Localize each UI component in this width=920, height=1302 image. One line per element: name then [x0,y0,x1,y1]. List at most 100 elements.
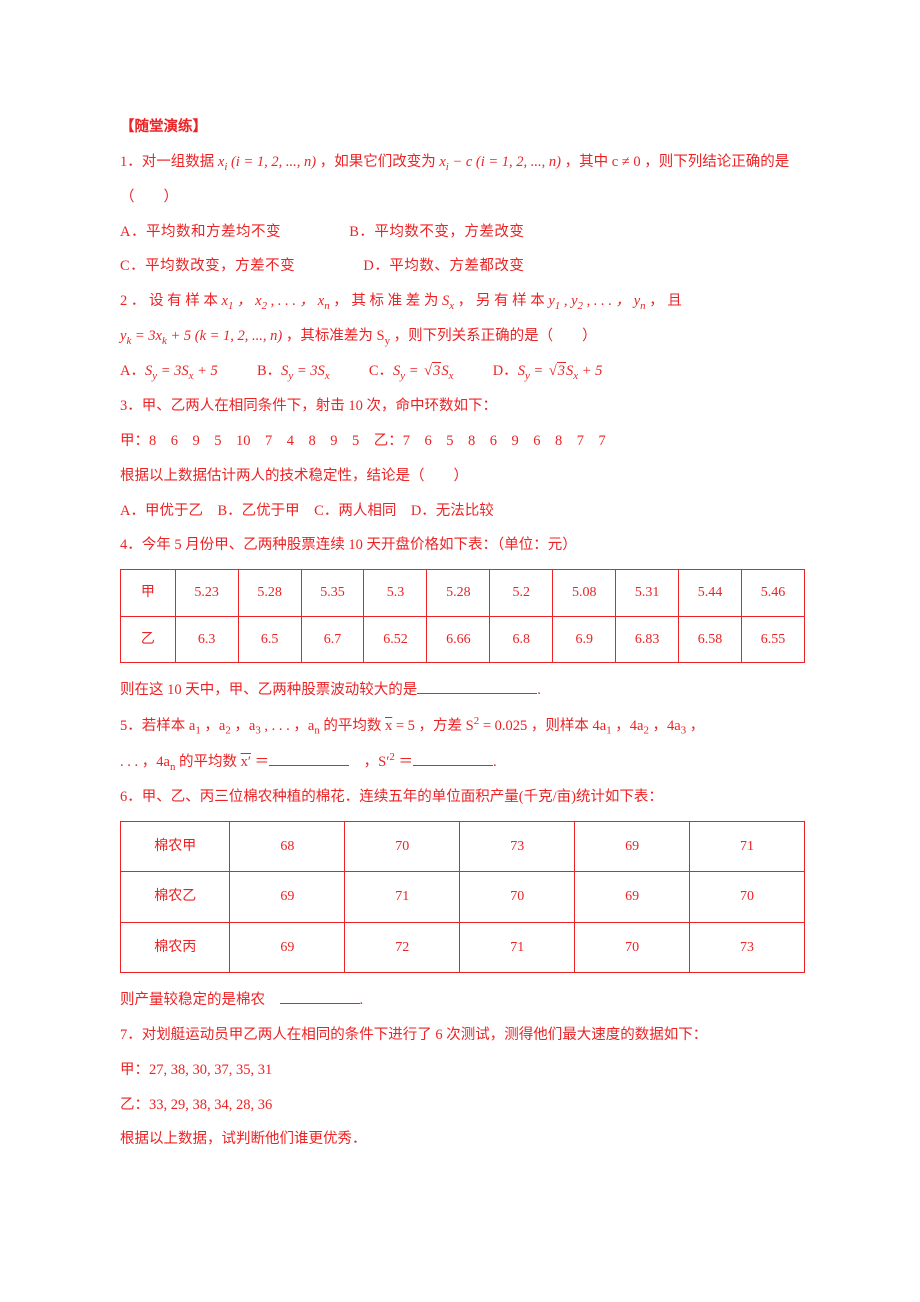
q2-d-pre: D． [493,363,518,379]
table-cell: 71 [345,872,460,923]
q7-l1: 7．对划艇运动员甲乙两人在相同的条件下进行了 6 次测试，测得他们最大速度的数据… [120,1018,805,1053]
page-content: 【随堂演练】 1．对一组数据 xi (i = 1, 2, ..., n) ，如果… [0,0,920,1197]
q1-opts-row1: A．平均数和方差均不变 B．平均数不变，方差改变 [120,215,805,250]
q6-table: 棉农甲6870736971棉农乙6971706970棉农丙6972717073 [120,821,805,974]
q2-c-pre: C． [369,363,393,379]
q6-stem: 6．甲、乙、丙三位棉农种植的棉花．连续五年的单位面积产量(千克/亩)统计如下表： [120,780,805,815]
q2-a-pre: A． [120,363,145,379]
table-cell: 棉农丙 [121,922,230,973]
table-cell: 5.28 [238,570,301,617]
q4-blank [417,679,537,695]
q3-opts: A．甲优于乙 B．乙优于甲 C．两人相同 D．无法比较 [120,494,805,529]
table-cell: 6.5 [238,616,301,663]
table-cell: 甲 [121,570,176,617]
q2-line2: yk = 3xk + 5 (k = 1, 2, ..., n) ，其标准差为 S… [120,319,805,354]
q6-tail: 则产量较稳定的是棉农 . [120,983,805,1018]
table-cell: 69 [575,872,690,923]
table-cell: 69 [230,922,345,973]
q1-stem: 1．对一组数据 xi (i = 1, 2, ..., n) ，如果它们改变为 x… [120,145,805,215]
table-cell: 69 [230,872,345,923]
q1-opts-row2: C．平均数改变，方差不变 D．平均数、方差都改变 [120,249,805,284]
q3-l1: 3．甲、乙两人在相同条件下，射击 10 次，命中环数如下： [120,389,805,424]
q6-tail-post: . [360,992,364,1008]
q2-c-expr: Sy = 3Sx [393,363,453,379]
table-cell: 5.44 [679,570,742,617]
q5-p2-mid: ，S′2 ＝ [349,754,413,770]
q3-l2: 甲：8 6 9 5 10 7 4 8 9 5 乙：7 6 5 8 6 9 6 8… [120,424,805,459]
table-cell: 70 [345,821,460,872]
q1-opt-b: B．平均数不变，方差改变 [349,215,524,250]
table-cell: 5.2 [490,570,553,617]
q5-p2-post: . [493,754,497,770]
table-cell: 棉农甲 [121,821,230,872]
q6-blank [280,989,360,1005]
table-cell: 6.58 [679,616,742,663]
q4-tail-pre: 则在这 10 天中，甲、乙两种股票波动较大的是 [120,682,417,698]
table-cell: 5.3 [364,570,427,617]
q2-l1-mid: ， 其 标 准 差 为 [330,293,442,309]
table-cell: 5.46 [742,570,805,617]
q2-opts: A．Sy = 3Sx + 5 B．Sy = 3Sx C．Sy = 3Sx D．S… [120,354,805,389]
q2-a-expr: Sy = 3Sx + 5 [145,363,218,379]
table-cell: 70 [460,872,575,923]
q2-line1: 2 ． 设 有 样 本 x1 ， x2 , . . . ， xn ， 其 标 准… [120,284,805,319]
q4-tail-post: . [537,682,541,698]
q5-p2-pre: . . . ，4an 的平均数 x′ ＝ [120,754,269,770]
table-cell: 6.83 [616,616,679,663]
table-cell: 棉农乙 [121,872,230,923]
table-cell: 6.66 [427,616,490,663]
q3-l3: 根据以上数据估计两人的技术稳定性，结论是（ ） [120,459,805,494]
q5-blank1 [269,750,349,766]
q1-opt-c: C．平均数改变，方差不变 [120,249,295,284]
q1-expr1: xi (i = 1, 2, ..., n) [218,154,316,170]
table-cell: 72 [345,922,460,973]
q2-d-expr: Sy = 3Sx + 5 [518,363,603,379]
table-row: 棉农丙6972717073 [121,922,805,973]
q7-l3: 乙：33, 29, 38, 34, 28, 36 [120,1088,805,1123]
table-cell: 6.3 [175,616,238,663]
table-cell: 71 [460,922,575,973]
table-cell: 乙 [121,616,176,663]
q2-b-pre: B． [257,363,281,379]
q1-opt-a: A．平均数和方差均不变 [120,215,281,250]
table-cell: 6.7 [301,616,364,663]
q1-opt-d: D．平均数、方差都改变 [363,249,524,284]
table-cell: 69 [575,821,690,872]
q2-l1-sx: Sx [442,293,454,309]
q5-p2: . . . ，4an 的平均数 x′ ＝ ，S′2 ＝. [120,744,805,780]
table-cell: 5.08 [553,570,616,617]
table-cell: 6.8 [490,616,553,663]
q4-tail: 则在这 10 天中，甲、乙两种股票波动较大的是. [120,673,805,708]
table-cell: 6.9 [553,616,616,663]
q1-pre: 1．对一组数据 [120,154,218,170]
q4-stem: 4．今年 5 月份甲、乙两种股票连续 10 天开盘价格如下表：（单位：元） [120,528,805,563]
table-row: 棉农甲6870736971 [121,821,805,872]
q6-tail-pre: 则产量较稳定的是棉农 [120,992,280,1008]
table-cell: 6.55 [742,616,805,663]
table-cell: 6.52 [364,616,427,663]
table-row: 乙6.36.56.76.526.666.86.96.836.586.55 [121,616,805,663]
q7-l4: 根据以上数据，试判断他们谁更优秀． [120,1122,805,1157]
table-cell: 73 [460,821,575,872]
q5-p1: 5．若样本 a1 ，a2 ，a3 , . . . ，an 的平均数 x = 5 … [120,708,805,744]
q2-l1-tail: ， 且 [646,293,682,309]
section-heading: 【随堂演练】 [120,110,805,145]
q7-l2: 甲：27, 38, 30, 37, 35, 31 [120,1053,805,1088]
q5-blank2 [413,750,493,766]
table-cell: 5.28 [427,570,490,617]
q1-expr2: xi − c (i = 1, 2, ..., n) [439,154,561,170]
q2-l2-tail: ，其标准差为 Sy ，则下列关系正确的是（ ） [282,328,596,344]
table-cell: 70 [575,922,690,973]
q4-table: 甲5.235.285.355.35.285.25.085.315.445.46乙… [120,569,805,663]
table-cell: 5.35 [301,570,364,617]
table-cell: 5.31 [616,570,679,617]
table-cell: 70 [690,872,805,923]
table-cell: 68 [230,821,345,872]
table-cell: 71 [690,821,805,872]
table-row: 甲5.235.285.355.35.285.25.085.315.445.46 [121,570,805,617]
q2-l1-pre: 2 ． 设 有 样 本 [120,293,222,309]
q2-l1-mid2: ， 另 有 样 本 [454,293,548,309]
q2-l1-vars: x1 ， x2 , . . . ， xn [222,293,330,309]
table-row: 棉农乙6971706970 [121,872,805,923]
table-cell: 5.23 [175,570,238,617]
